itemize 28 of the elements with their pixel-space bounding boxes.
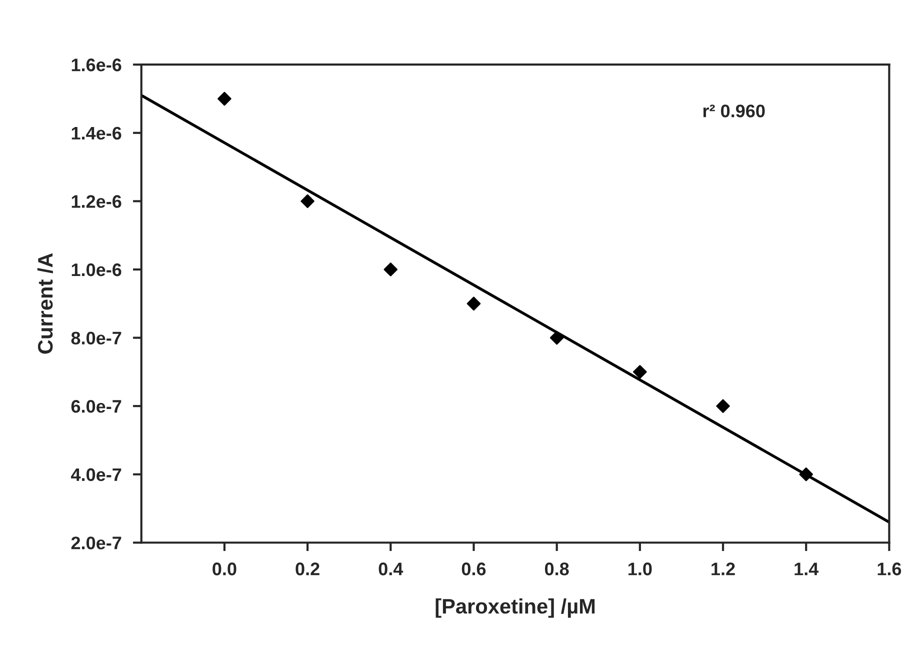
x-tick-label: 0.6 [462, 562, 486, 576]
point [550, 330, 564, 345]
y-tick-label: 1.0e-6 [72, 263, 122, 276]
x-tick-label: 0.4 [378, 562, 404, 576]
x-tick-label: 1.0 [628, 562, 652, 576]
y-tick-label: 6.0e-7 [71, 400, 122, 413]
point [466, 296, 481, 311]
y-tick-label: 2.0e-7 [71, 536, 122, 550]
x-tick-label: 1.2 [712, 562, 735, 576]
point [716, 399, 730, 413]
point [218, 92, 232, 106]
y-tick-label: 8.0e-7 [71, 332, 122, 344]
point [300, 194, 314, 208]
x-tick-label: 0.0 [212, 562, 236, 576]
x-tick-label: 1.6 [878, 562, 902, 576]
point [633, 365, 647, 379]
x-tick-label: 0.2 [296, 562, 320, 576]
y-tick-label: 1.2e-6 [72, 195, 122, 208]
annotation: r² 0.960 [703, 104, 765, 118]
point [384, 262, 398, 276]
y-tick-label: 4.0e-7 [71, 468, 122, 482]
x-tick-label: 1.4 [794, 562, 819, 576]
y-tick-label: 1.4e-6 [72, 126, 122, 140]
y-axis-title: Current /A [37, 253, 53, 354]
x-axis-title: [Paroxetine] /µM [436, 598, 595, 618]
point [799, 467, 814, 482]
y-tick-label: 1.6e-6 [72, 58, 122, 72]
x-tick-label: 0.8 [544, 562, 569, 576]
